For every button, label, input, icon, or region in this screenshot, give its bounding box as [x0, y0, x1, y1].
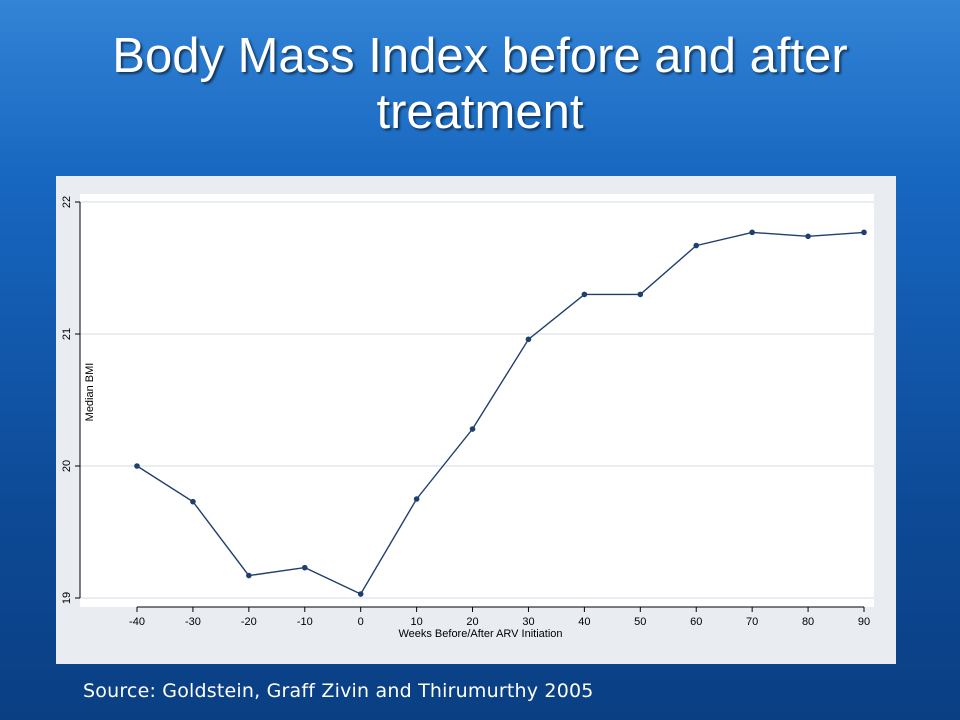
data-point: [693, 242, 700, 249]
gridlines: [80, 201, 874, 599]
data-point: [134, 463, 140, 469]
x-tick-label: 90: [858, 616, 870, 628]
axes: 19 20 21 22 -40 -30 -20 -10 0 10 20 30 40 50 60 70 80 90: [61, 196, 870, 628]
source-citation: Source: Goldstein, Graff Zivin and Thiru…: [83, 680, 594, 702]
x-tick-label: 10: [410, 616, 422, 628]
x-tick-label: -40: [129, 616, 145, 628]
y-tick-label: 21: [61, 328, 73, 340]
x-tick-label: -30: [185, 616, 201, 628]
slide-title: Body Mass Index before and after treatme…: [0, 28, 960, 140]
x-tick-label: -20: [241, 616, 257, 628]
data-point: [301, 564, 308, 571]
data-point: [190, 498, 196, 505]
x-tick-label: 70: [746, 616, 758, 628]
series-layer: [134, 229, 867, 597]
data-point: [805, 233, 811, 240]
data-point: [861, 229, 867, 236]
y-axis-label: Median BMI: [84, 363, 96, 422]
data-point: [357, 591, 364, 597]
y-tick-label: 20: [61, 460, 73, 472]
series-line: [136, 231, 865, 595]
x-axis-label: Weeks Before/After ARV Initiation: [398, 628, 562, 640]
data-point: [581, 291, 588, 298]
x-tick-label: 30: [522, 616, 534, 628]
x-tick-label: -10: [297, 616, 313, 628]
x-tick-label: 60: [690, 616, 702, 628]
data-point: [749, 229, 755, 236]
chart-panel: 19 20 21 22 -40 -30 -20 -10 0 10 20 30 40 50 60 70 80 90 …: [56, 176, 896, 664]
slide-title-line1: Body Mass Index before and after: [112, 29, 848, 83]
x-tick-label: 50: [634, 616, 646, 628]
y-tick-label: 19: [61, 592, 73, 604]
slide-title-line2: treatment: [376, 85, 584, 139]
data-point: [413, 496, 420, 502]
x-tick-label: 0: [358, 616, 364, 628]
x-tick-label: 80: [802, 616, 814, 628]
plot-area: [80, 194, 874, 607]
x-tick-label: 20: [466, 616, 478, 628]
data-point: [637, 291, 644, 298]
data-point: [469, 426, 476, 432]
data-point: [525, 336, 532, 343]
data-point: [246, 572, 252, 579]
y-tick-label: 22: [61, 196, 73, 208]
x-tick-label: 40: [578, 616, 590, 628]
